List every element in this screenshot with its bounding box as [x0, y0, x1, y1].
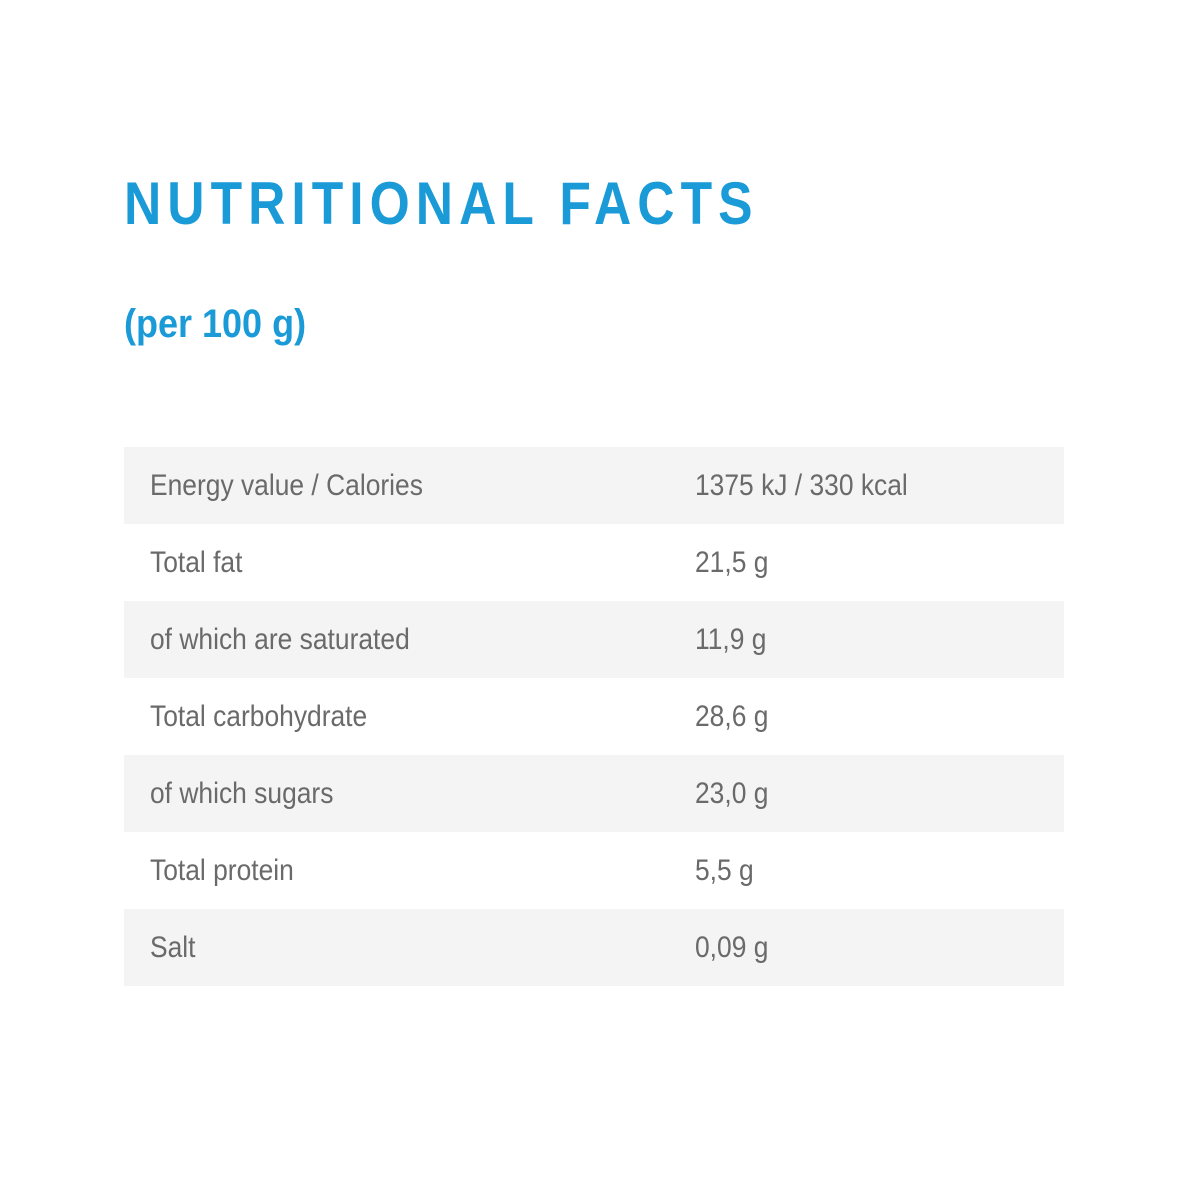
nutrient-name: Total carbohydrate — [150, 699, 368, 733]
nutrient-cell: Total protein — [124, 832, 695, 909]
amount-cell: 23,0 g — [695, 755, 1064, 832]
table-row: Energy value / Calories 1375 kJ / 330 kca… — [124, 447, 1064, 524]
table-row: Total carbohydrate 28,6 g — [124, 678, 1064, 755]
nutrient-amount: 1375 kJ / 330 kcal — [695, 468, 908, 502]
amount-cell: 21,5 g — [695, 524, 1064, 601]
nutrient-name: of which are saturated — [150, 622, 410, 656]
nutrient-cell: of which sugars — [124, 755, 695, 832]
table-row: Salt 0,09 g — [124, 909, 1064, 986]
amount-cell: 1375 kJ / 330 kcal — [695, 447, 1064, 524]
nutrient-amount: 23,0 g — [695, 776, 769, 810]
nutrient-name: Total protein — [150, 853, 294, 887]
amount-cell: 11,9 g — [695, 601, 1064, 678]
amount-cell: 28,6 g — [695, 678, 1064, 755]
nutrition-table: Energy value / Calories 1375 kJ / 330 kca… — [124, 447, 1064, 986]
nutrient-cell: Salt — [124, 909, 695, 986]
table-row: of which are saturated 11,9 g — [124, 601, 1064, 678]
subtitle: (per 100 g) — [124, 302, 307, 346]
amount-cell: 0,09 g — [695, 909, 1064, 986]
table-row: Total protein 5,5 g — [124, 832, 1064, 909]
nutrient-name: Salt — [150, 930, 196, 964]
table-row: Total fat 21,5 g — [124, 524, 1064, 601]
amount-cell: 5,5 g — [695, 832, 1064, 909]
nutrient-amount: 21,5 g — [695, 545, 769, 579]
nutrient-cell: Total carbohydrate — [124, 678, 695, 755]
nutrient-cell: Energy value / Calories — [124, 447, 695, 524]
nutrient-name: of which sugars — [150, 776, 334, 810]
title: NUTRITIONAL FACTS — [124, 170, 759, 237]
nutrient-cell: Total fat — [124, 524, 695, 601]
nutrient-name: Total fat — [150, 545, 243, 579]
nutrient-amount: 5,5 g — [695, 853, 754, 887]
nutrient-amount: 11,9 g — [695, 622, 767, 656]
table-row: of which sugars 23,0 g — [124, 755, 1064, 832]
nutrient-cell: of which are saturated — [124, 601, 695, 678]
nutrient-amount: 28,6 g — [695, 699, 769, 733]
nutrient-name: Energy value / Calories — [150, 468, 423, 502]
nutrient-amount: 0,09 g — [695, 930, 769, 964]
